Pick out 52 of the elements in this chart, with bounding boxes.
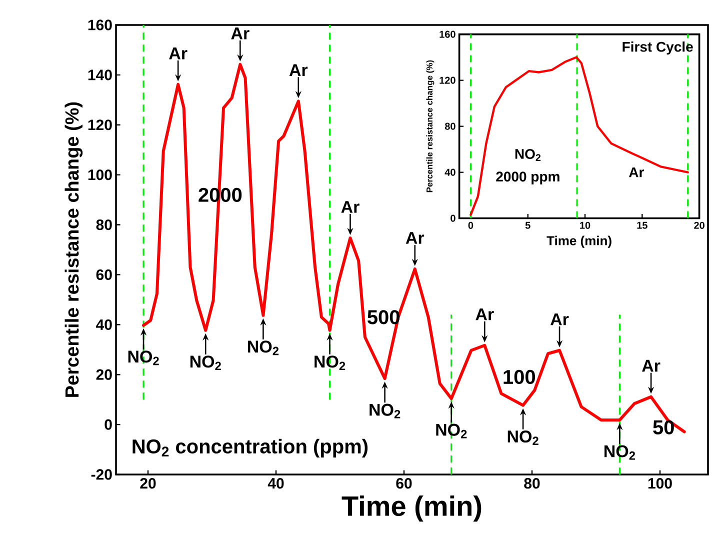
x-tick-label: 20	[140, 478, 156, 489]
annotation: 2000 ppm	[496, 172, 560, 184]
y-tick-label: 120	[440, 76, 456, 84]
y-tick-label: 60	[96, 269, 112, 280]
annotation: Ar	[289, 64, 308, 76]
annotation: Ar	[550, 313, 569, 326]
y-tick-label: 0	[450, 214, 456, 222]
y-tick-label: 0	[104, 419, 112, 430]
y-tick-label: 20	[96, 369, 112, 380]
annotation: NO$_{2}$	[128, 350, 159, 366]
annotation: NO$_{2}$	[190, 356, 221, 370]
annotation: Ar	[642, 360, 660, 372]
annotation: 50	[653, 420, 674, 434]
annotation: Ar	[406, 232, 424, 244]
annotation: 100	[504, 370, 536, 384]
x-tick-label: 40	[268, 478, 284, 489]
annotation: NO$_{2}$	[515, 149, 541, 161]
y-axis-title: Percentile resistance change (%)	[64, 102, 83, 397]
annotation: Ar	[628, 167, 644, 178]
x-axis-title: Time (min)	[546, 236, 612, 248]
annotation: NO$_{2}$	[436, 424, 467, 438]
annotation: Ar	[476, 308, 494, 320]
annotation: Ar	[231, 28, 250, 40]
x-tick-label: 20	[694, 222, 704, 229]
annotation: NO$_{2}$ concentration (ppm)	[132, 438, 368, 458]
y-tick-label: 40	[444, 168, 456, 176]
annotation: NO$_{2}$	[370, 404, 400, 418]
y-tick-label: 80	[444, 122, 456, 130]
x-tick-label: 80	[524, 478, 540, 489]
y-tick-label: -20	[91, 469, 112, 480]
x-tick-label: 0	[468, 222, 474, 229]
annotation: NO$_{2}$	[508, 430, 538, 445]
y-tick-label: 140	[88, 70, 112, 80]
annotation: NO$_{2}$	[604, 445, 636, 460]
y-tick-label: 120	[88, 120, 112, 130]
annotation: Ar	[169, 48, 188, 60]
annotation: NO$_{2}$	[314, 356, 346, 370]
x-tick-label: 15	[637, 222, 648, 229]
x-tick-label: 60	[396, 478, 412, 489]
x-tick-label: 5	[525, 222, 530, 229]
y-tick-label: 160	[440, 30, 456, 38]
y-tick-label: 160	[88, 20, 112, 30]
y-tick-label: 100	[88, 170, 112, 180]
y-tick-label: 40	[96, 319, 112, 330]
annotation: NO$_{2}$	[248, 340, 279, 356]
y-axis-title: Percentile resistance change (%)	[426, 60, 434, 192]
x-tick-label: 10	[580, 222, 590, 229]
chart-title: First Cycle	[622, 42, 693, 55]
x-tick-label: 100	[648, 478, 672, 489]
annotation: Ar	[341, 201, 360, 213]
x-axis-title: Time (min)	[342, 496, 482, 522]
line-series	[470, 56, 689, 216]
